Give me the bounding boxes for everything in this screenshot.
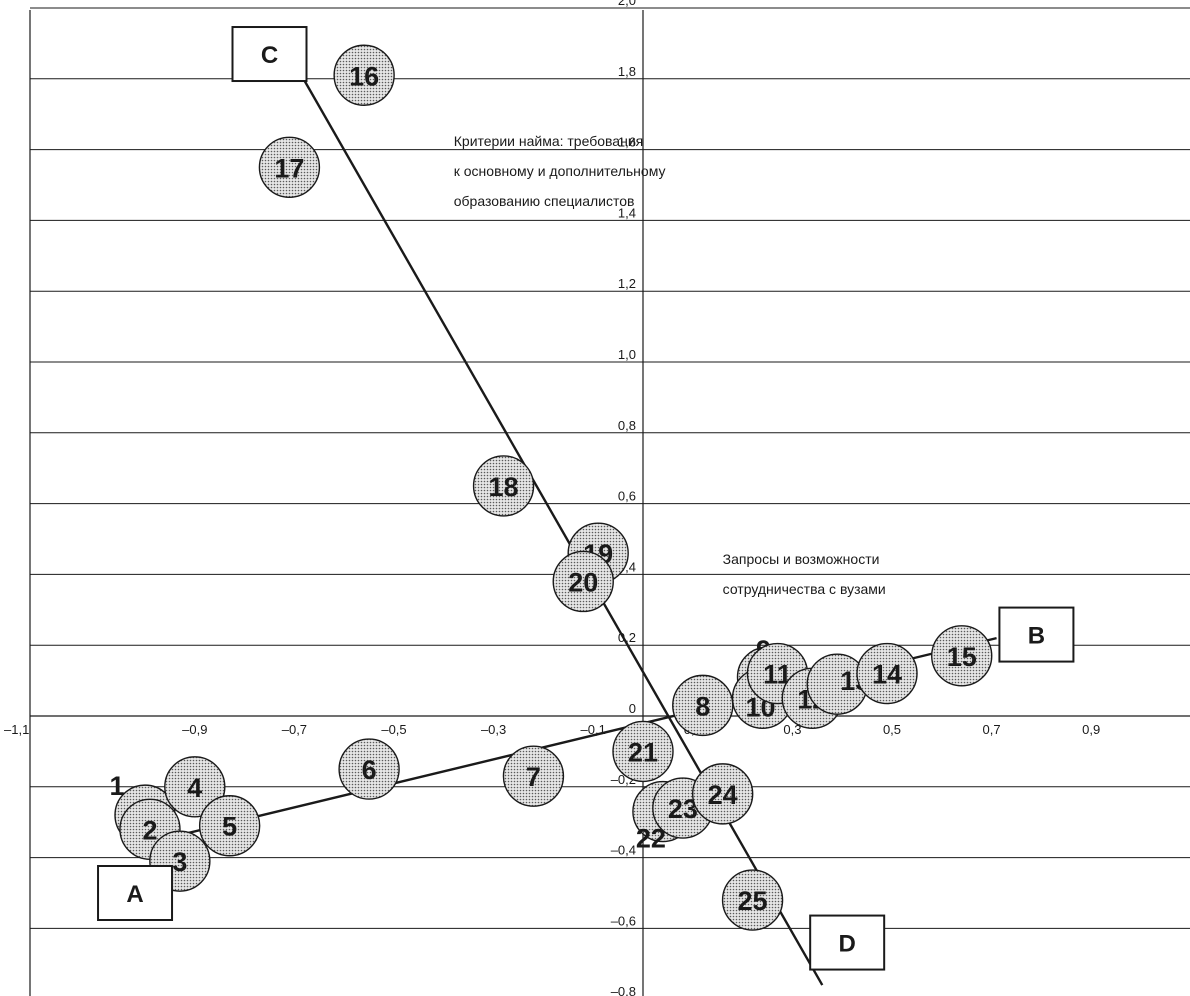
- data-point-label: 5: [222, 812, 237, 842]
- fit-line: [298, 71, 824, 986]
- data-point-label: 25: [738, 886, 768, 916]
- data-point: [612, 720, 674, 783]
- data-point: [502, 745, 565, 807]
- data-point-label: 18: [489, 472, 519, 502]
- data-point: [338, 738, 400, 800]
- data-point-label: 14: [872, 660, 902, 690]
- annotation-line: сотрудничества с вузами: [723, 581, 886, 597]
- line-end-box: [998, 606, 1075, 663]
- y-tick-label: 0,6: [618, 489, 636, 504]
- line-end-labels: A B C D: [97, 26, 1075, 971]
- y-tick-label: 0: [629, 701, 636, 716]
- y-tick-label: 1,8: [618, 64, 636, 79]
- data-point: [258, 136, 321, 199]
- data-point: [164, 756, 226, 818]
- data-point: [552, 550, 614, 613]
- data-point: [691, 763, 754, 825]
- data-point: [198, 795, 261, 857]
- x-tick-label: –0,7: [282, 722, 307, 737]
- y-tick-label: 1,0: [618, 347, 636, 362]
- x-tick-label: 0,3: [783, 722, 801, 737]
- data-point-label: 2: [142, 815, 157, 845]
- data-point: [333, 44, 395, 106]
- y-tick-label: –0,4: [611, 843, 636, 858]
- annotation-line: образованию специалистов: [454, 193, 635, 209]
- y-tick-label: 1,2: [618, 276, 636, 291]
- data-point: [856, 642, 918, 705]
- y-tick-label: 0,8: [618, 418, 636, 433]
- data-point-label: 20: [568, 567, 598, 597]
- data-point-label: 17: [274, 153, 304, 183]
- data-point-label: 15: [947, 642, 977, 672]
- line-end-box: [231, 26, 308, 83]
- data-point: [472, 455, 535, 517]
- x-tick-label: –0,9: [182, 722, 207, 737]
- annotation-line: Запросы и возможности: [723, 551, 880, 567]
- annotation: Запросы и возможности сотрудничества с ву…: [723, 551, 886, 597]
- x-tick-label: –0,3: [481, 722, 506, 737]
- x-tick-label: 0,7: [983, 722, 1001, 737]
- annotation-line: Критерии найма: требования: [454, 133, 643, 149]
- data-point-label: 8: [695, 691, 710, 721]
- x-tick-label: 0,5: [883, 722, 901, 737]
- data-point: [931, 625, 993, 687]
- line-end-box: [809, 914, 886, 971]
- x-tick-label: –0,5: [381, 722, 406, 737]
- y-tick-label: 2,0: [618, 0, 636, 8]
- data-point: [721, 869, 784, 931]
- data-points: 1234567891011121314151617181920212223242…: [109, 44, 993, 931]
- data-point-label: 21: [628, 737, 658, 767]
- data-point-label: 24: [708, 780, 738, 810]
- line-end-label: D: [839, 931, 856, 958]
- data-point-label: 1: [109, 771, 124, 801]
- data-point-label: 16: [349, 61, 379, 91]
- annotation-line: к основному и дополнительному: [454, 163, 666, 179]
- data-point-label: 6: [362, 755, 377, 785]
- annotation: Критерии найма: требования к основному и …: [454, 133, 666, 209]
- y-tick-label: 1,4: [618, 205, 636, 220]
- data-point-label: 7: [526, 762, 541, 792]
- y-tick-label: 1,6: [618, 135, 636, 150]
- line-end-label: B: [1028, 623, 1045, 650]
- line-end-label: A: [126, 881, 143, 908]
- x-tick-label: 0,9: [1082, 722, 1100, 737]
- data-point-label: 3: [172, 847, 187, 877]
- line-end-box: [97, 865, 174, 921]
- x-tick-label: –1,1: [4, 722, 29, 737]
- line-end-label: C: [261, 42, 278, 69]
- annotations: Критерии найма: требования к основному и …: [454, 133, 886, 597]
- data-point-label: 4: [187, 773, 202, 803]
- y-tick-label: –0,8: [611, 984, 636, 996]
- y-tick-label: –0,6: [611, 913, 636, 928]
